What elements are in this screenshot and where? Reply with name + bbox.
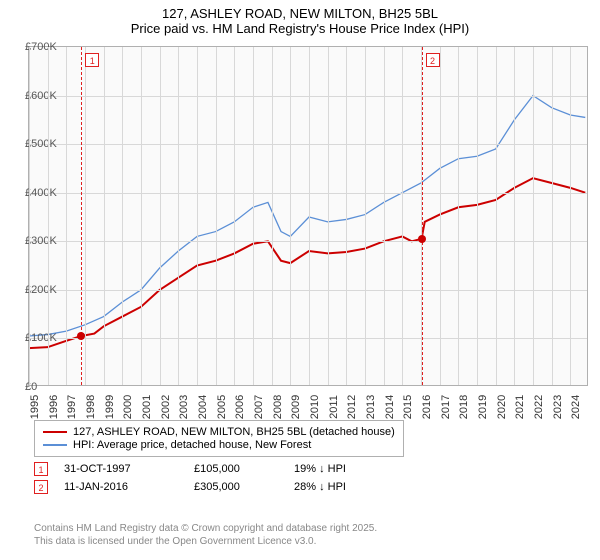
sale-marker-1: 1 — [34, 462, 48, 476]
xtick-label: 2017 — [440, 395, 452, 419]
xtick-label: 2009 — [290, 395, 302, 419]
sale-row-2: 2 11-JAN-2016 £305,000 28% ↓ HPI — [34, 480, 346, 494]
xtick-label: 2010 — [309, 395, 321, 419]
sale-diff-2: 28% ↓ HPI — [294, 481, 346, 493]
xtick-label: 2012 — [346, 395, 358, 419]
legend-label-hpi: HPI: Average price, detached house, New … — [73, 439, 311, 451]
title-subtitle: Price paid vs. HM Land Registry's House … — [0, 21, 600, 36]
xtick-label: 2000 — [122, 395, 134, 419]
ytick-label: £0 — [25, 381, 37, 393]
title-address: 127, ASHLEY ROAD, NEW MILTON, BH25 5BL — [0, 6, 600, 21]
xtick-label: 2005 — [216, 395, 228, 419]
xtick-label: 2019 — [477, 395, 489, 419]
legend-row-hpi: HPI: Average price, detached house, New … — [43, 439, 395, 451]
xtick-label: 2002 — [160, 395, 172, 419]
sale-diff-1: 19% ↓ HPI — [294, 463, 346, 475]
xtick-label: 2013 — [365, 395, 377, 419]
xtick-label: 1999 — [104, 395, 116, 419]
xtick-label: 2015 — [402, 395, 414, 419]
sale-row-1: 1 31-OCT-1997 £105,000 19% ↓ HPI — [34, 462, 346, 476]
attribution-line1: Contains HM Land Registry data © Crown c… — [34, 522, 377, 535]
xtick-label: 2004 — [197, 395, 209, 419]
sale-point-dot — [77, 332, 85, 340]
sale-marker-box: 2 — [426, 53, 440, 67]
xtick-label: 2014 — [384, 395, 396, 419]
legend-label-property: 127, ASHLEY ROAD, NEW MILTON, BH25 5BL (… — [73, 426, 395, 438]
xtick-label: 2022 — [533, 395, 545, 419]
chart-plot-area: £0£100K£200K£300K£400K£500K£600K£700K199… — [28, 46, 588, 386]
xtick-label: 1996 — [48, 395, 60, 419]
sale-price-2: £305,000 — [194, 481, 294, 493]
xtick-label: 2023 — [552, 395, 564, 419]
series-line-property — [29, 178, 585, 348]
xtick-label: 2024 — [570, 395, 582, 419]
sale-date-2: 11-JAN-2016 — [64, 481, 194, 493]
xtick-label: 1997 — [66, 395, 78, 419]
legend: 127, ASHLEY ROAD, NEW MILTON, BH25 5BL (… — [34, 420, 404, 457]
sale-date-1: 31-OCT-1997 — [64, 463, 194, 475]
xtick-label: 2001 — [141, 395, 153, 419]
xtick-label: 2018 — [458, 395, 470, 419]
sale-price-1: £105,000 — [194, 463, 294, 475]
series-line-hpi — [29, 96, 585, 336]
sale-marker-2: 2 — [34, 480, 48, 494]
attribution-line2: This data is licensed under the Open Gov… — [34, 535, 377, 548]
sales-table: 1 31-OCT-1997 £105,000 19% ↓ HPI 2 11-JA… — [34, 462, 346, 498]
xtick-label: 2006 — [234, 395, 246, 419]
chart-lines-svg — [29, 47, 587, 385]
legend-swatch-hpi — [43, 444, 67, 445]
chart-container: 127, ASHLEY ROAD, NEW MILTON, BH25 5BL P… — [0, 0, 600, 560]
sale-marker-line — [422, 47, 423, 385]
legend-row-property: 127, ASHLEY ROAD, NEW MILTON, BH25 5BL (… — [43, 426, 395, 438]
sale-point-dot — [418, 235, 426, 243]
xtick-label: 2011 — [328, 395, 340, 419]
title-block: 127, ASHLEY ROAD, NEW MILTON, BH25 5BL P… — [0, 0, 600, 36]
legend-swatch-property — [43, 431, 67, 433]
xtick-label: 1998 — [85, 395, 97, 419]
xtick-label: 2020 — [496, 395, 508, 419]
xtick-label: 2003 — [178, 395, 190, 419]
attribution: Contains HM Land Registry data © Crown c… — [34, 522, 377, 548]
xtick-label: 1995 — [29, 395, 41, 419]
xtick-label: 2016 — [421, 395, 433, 419]
sale-marker-box: 1 — [85, 53, 99, 67]
xtick-label: 2007 — [253, 395, 265, 419]
xtick-label: 2021 — [514, 395, 526, 419]
xtick-label: 2008 — [272, 395, 284, 419]
